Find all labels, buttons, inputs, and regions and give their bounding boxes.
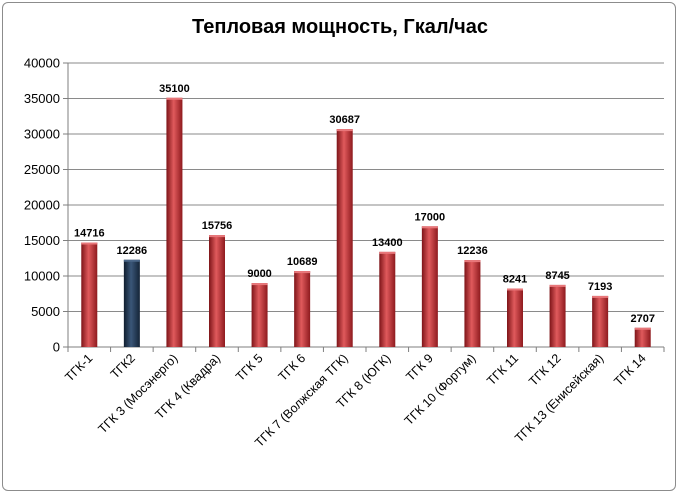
data-label: 15756 <box>202 220 233 232</box>
y-tick-label: 15000 <box>24 233 60 248</box>
bar-top <box>421 226 438 229</box>
bar-top <box>592 295 609 298</box>
bar <box>251 283 268 347</box>
y-tick-label: 10000 <box>24 269 60 284</box>
data-label: 8745 <box>545 270 569 282</box>
y-tick-label: 35000 <box>24 91 60 106</box>
bar-top <box>379 251 396 254</box>
x-tick-label: ТГК-1 <box>62 351 95 384</box>
y-tick-label: 30000 <box>24 127 60 142</box>
bar <box>209 235 225 347</box>
y-tick-label: 20000 <box>24 198 60 213</box>
bar-top <box>464 260 481 263</box>
bar-top <box>634 327 651 330</box>
bar <box>379 251 396 347</box>
bar <box>294 271 311 347</box>
bar-top <box>123 259 140 262</box>
x-tick-label: ТГК 3 (Мосэнерго) <box>96 351 181 436</box>
bar-top <box>251 283 268 286</box>
bar-top <box>549 284 566 287</box>
data-label: 7193 <box>588 281 612 293</box>
y-tick-label: 25000 <box>24 162 60 177</box>
y-tick-label: 40000 <box>24 56 60 71</box>
bar <box>507 288 523 347</box>
data-label: 35100 <box>159 83 190 95</box>
bar <box>81 242 98 347</box>
x-tick-label: ТГК 11 <box>484 351 521 388</box>
bar-top <box>507 288 523 291</box>
bar <box>634 327 651 347</box>
x-tick-label: ТГК 12 <box>526 351 564 389</box>
x-tick-label: ТГК 14 <box>611 351 649 389</box>
bar <box>464 260 481 347</box>
data-label: 2707 <box>630 313 654 325</box>
x-tick-label: ТГК 9 <box>403 351 436 384</box>
x-tick-label: ТГК 5 <box>233 351 266 384</box>
x-tick-label: ТГК 6 <box>276 351 309 384</box>
bar <box>592 295 609 347</box>
data-label: 17000 <box>415 211 446 223</box>
chart-title: Тепловая мощность, Гкал/час <box>191 16 489 38</box>
data-label: 8241 <box>503 273 527 285</box>
data-label: 12286 <box>117 245 148 257</box>
data-label: 12236 <box>457 245 488 257</box>
data-label: 14716 <box>74 228 105 240</box>
bar-top <box>166 97 183 100</box>
bar <box>166 97 183 347</box>
bar-top <box>209 235 225 238</box>
bar <box>421 226 438 347</box>
bar-top <box>294 271 311 274</box>
data-label: 9000 <box>247 268 271 280</box>
x-tick-label: ТГК2 <box>108 351 138 381</box>
bar <box>549 284 566 347</box>
bar <box>123 259 140 347</box>
bar-top <box>336 129 353 132</box>
data-label: 30687 <box>329 114 360 126</box>
bar <box>336 129 353 347</box>
y-tick-label: 0 <box>53 340 60 355</box>
bar-top <box>81 242 98 245</box>
y-tick-label: 5000 <box>31 304 60 319</box>
data-label: 13400 <box>372 237 403 249</box>
data-label: 10689 <box>287 256 318 268</box>
